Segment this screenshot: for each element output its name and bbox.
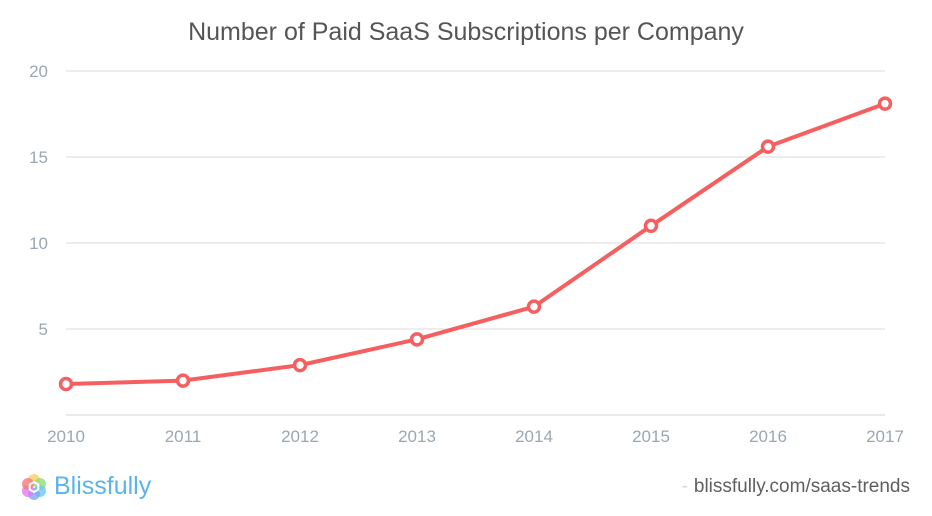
series-line bbox=[64, 101, 887, 387]
y-tick-label: 15 bbox=[29, 148, 48, 167]
gridlines bbox=[66, 70, 885, 416]
data-point-2015[interactable] bbox=[643, 218, 659, 234]
data-point-2011[interactable] bbox=[175, 373, 191, 388]
source-url[interactable]: blissfully.com/saas-trends bbox=[693, 476, 910, 497]
data-point-2013[interactable] bbox=[409, 332, 425, 347]
x-tick-label: 2014 bbox=[515, 427, 553, 446]
source-link[interactable]: - blissfully.com/saas-trends bbox=[682, 476, 910, 498]
x-tick-label: 2010 bbox=[47, 427, 85, 446]
data-point-2016[interactable] bbox=[760, 139, 776, 154]
data-point-2017[interactable] bbox=[877, 96, 893, 111]
brand-name: Blissfully bbox=[54, 472, 152, 500]
y-axis-ticks: 5 10 15 20 bbox=[29, 62, 48, 339]
data-point-2012[interactable] bbox=[292, 357, 308, 373]
brand-logo: Blissfully bbox=[20, 472, 151, 501]
chart-title: Number of Paid SaaS Subscriptions per Co… bbox=[188, 18, 744, 46]
y-tick-label: 20 bbox=[29, 62, 48, 81]
blissfully-flower-icon bbox=[22, 473, 46, 500]
y-tick-label: 10 bbox=[29, 234, 48, 253]
x-tick-label: 2011 bbox=[165, 427, 202, 446]
data-point-2010[interactable] bbox=[58, 376, 74, 392]
x-tick-label: 2012 bbox=[281, 427, 319, 446]
line-chart: 5 10 15 20 2010 2011 2012 2013 2014 2015 2016 2017 bbox=[29, 62, 904, 446]
y-tick-label: 5 bbox=[39, 320, 48, 339]
x-axis-ticks: 2010 2011 2012 2013 2014 2015 2016 2017 bbox=[47, 427, 904, 446]
series-group bbox=[58, 96, 893, 392]
data-point-2014[interactable] bbox=[526, 299, 542, 314]
x-tick-label: 2015 bbox=[632, 427, 670, 446]
x-tick-label: 2016 bbox=[749, 427, 787, 446]
x-tick-label: 2013 bbox=[398, 427, 436, 446]
x-tick-label: 2017 bbox=[866, 427, 904, 446]
source-dash: - bbox=[681, 476, 688, 497]
